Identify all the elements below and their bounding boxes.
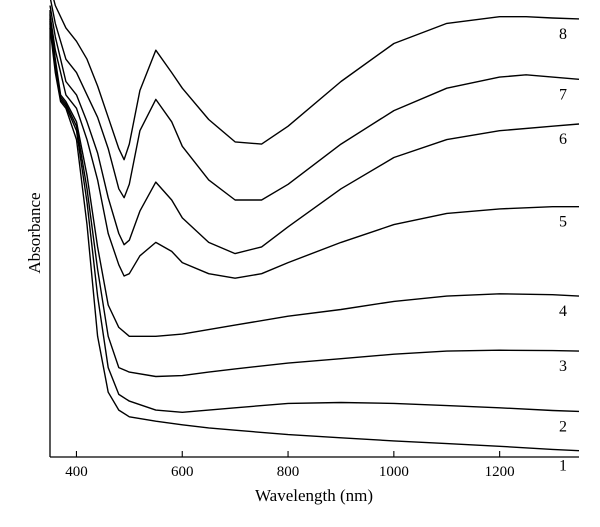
x-ticks: 400 600 800 1000 1200 xyxy=(65,451,515,480)
series-line-6 xyxy=(49,5,580,255)
x-tick-label-1200: 1200 xyxy=(485,464,515,480)
x-tick-label-1000: 1000 xyxy=(379,464,409,480)
series-line-8 xyxy=(53,0,580,161)
plot-area: 1 2 3 4 5 6 7 8 xyxy=(49,0,580,475)
series-label-4: 4 xyxy=(559,303,567,320)
series-line-3 xyxy=(49,21,580,378)
x-tick-label-800: 800 xyxy=(277,464,300,480)
series-line-5 xyxy=(49,14,579,279)
y-axis-title: Absorbance xyxy=(25,192,44,273)
x-tick-label-400: 400 xyxy=(65,464,88,480)
series-line-7 xyxy=(49,0,580,201)
series-line-1 xyxy=(49,27,580,452)
series-label-6: 6 xyxy=(559,131,567,148)
series-line-4 xyxy=(49,18,580,337)
axes xyxy=(49,10,579,458)
series-label-3: 3 xyxy=(559,358,567,375)
series-label-8: 8 xyxy=(559,26,567,43)
x-axis-title: Wavelength (nm) xyxy=(255,486,373,505)
series-label-5: 5 xyxy=(559,214,567,231)
x-tick-label-600: 600 xyxy=(171,464,194,480)
series-label-2: 2 xyxy=(559,418,567,435)
series-line-2 xyxy=(49,23,580,413)
series-label-7: 7 xyxy=(559,86,567,103)
series-label-1: 1 xyxy=(559,458,567,475)
